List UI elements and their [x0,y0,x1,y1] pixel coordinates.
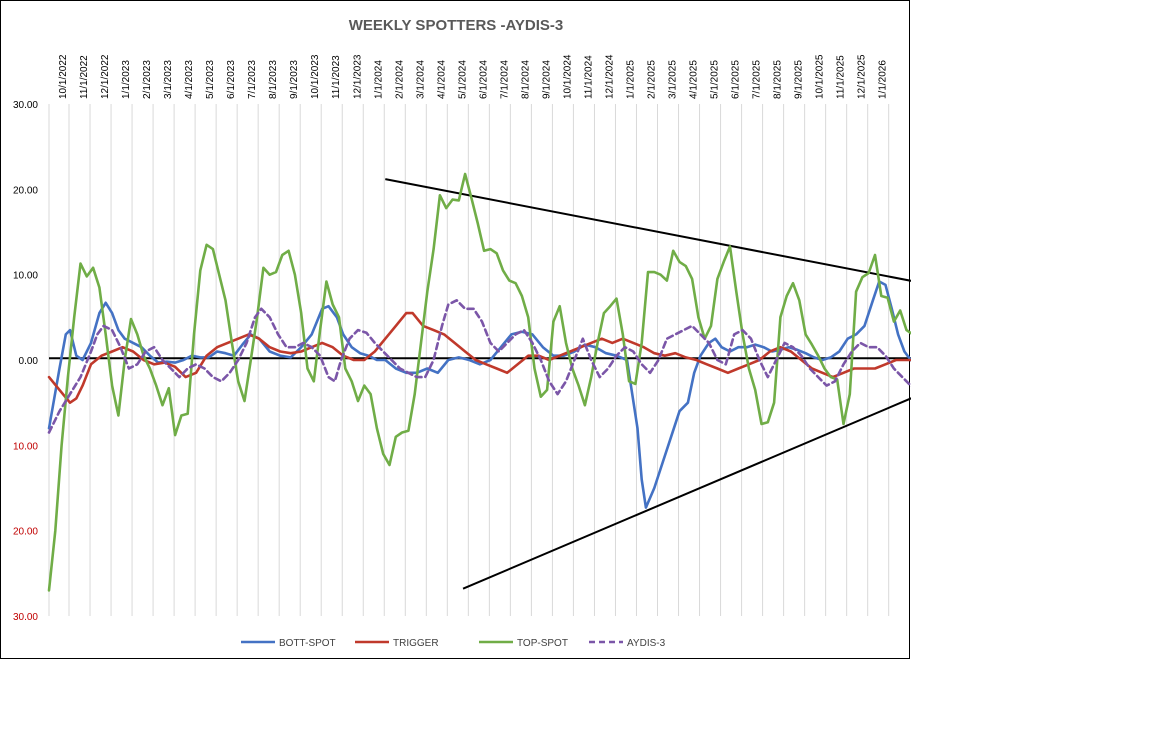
x-tick-label: 4/1/2024 [436,60,447,99]
x-tick-label: 1/1/2024 [373,60,384,99]
y-tick-label: 20.00 [13,185,38,196]
x-tick-label: 9/1/2024 [541,60,552,99]
x-tick-label: 1/1/2025 [625,60,636,99]
x-tick-label: 1/1/2023 [121,60,132,99]
x-tick-label: 11/1/2023 [331,55,342,99]
series-lines [47,172,911,592]
x-tick-label: 6/1/2024 [478,60,489,99]
x-tick-label: 6/1/2025 [731,60,742,99]
x-tick-label: 11/1/2025 [836,55,847,99]
x-tick-label: 2/1/2025 [647,60,658,99]
annotations [49,178,911,590]
x-tick-label: 8/1/2024 [520,60,531,99]
trendline [385,178,911,282]
legend: BOTT-SPOT TRIGGER TOP-SPOT AYDIS-3 [241,638,666,649]
x-tick-label: 3/1/2025 [668,60,679,99]
x-axis-ticks: 10/1/2022 11/1/2022 12/1/2022 1/1/2023 2/1/2… [58,54,889,99]
x-tick-label: 3/1/2024 [415,60,426,99]
x-tick-label: 11/1/2024 [583,55,594,99]
x-tick-label: 4/1/2025 [689,60,700,99]
y-tick-label: 30.00 [13,612,38,623]
x-tick-label: 10/1/2023 [310,54,321,99]
x-tick-label: 9/1/2025 [794,60,805,99]
x-tick-label: 7/1/2023 [247,60,258,99]
x-tick-label: 5/1/2025 [710,60,721,99]
x-tick-label: 12/1/2024 [604,54,615,99]
legend-label: TOP-SPOT [517,638,568,649]
x-tick-label: 6/1/2023 [226,60,237,99]
y-tick-label: 10.00 [13,441,38,452]
chart-svg: WEEKLY SPOTTERS -AYDIS-3 30.00 20.00 10.00… [13,17,911,649]
x-tick-label: 11/1/2022 [79,55,90,99]
x-tick-label: 12/1/2023 [352,54,363,99]
series-line-top-spot [47,172,911,592]
x-tick-label: 3/1/2023 [163,60,174,99]
x-tick-label: 2/1/2023 [142,60,153,99]
chart-frame: WEEKLY SPOTTERS -AYDIS-3 30.00 20.00 10.00… [0,0,911,659]
x-tick-label: 10/1/2024 [562,54,573,99]
legend-label: TRIGGER [393,638,439,649]
x-tick-label: 10/1/2025 [815,54,826,99]
x-tick-label: 7/1/2024 [499,60,510,99]
legend-label: BOTT-SPOT [279,638,336,649]
x-tick-label: 1/1/2026 [878,60,889,99]
y-tick-label: 10.00 [13,271,38,282]
x-tick-label: 5/1/2024 [457,60,468,99]
y-axis-ticks: 30.00 20.00 10.00 0.00 10.00 20.00 30.00 [13,100,38,623]
x-tick-label: 8/1/2025 [773,60,784,99]
x-tick-label: 9/1/2023 [289,60,300,99]
x-tick-label: 8/1/2023 [268,60,279,99]
x-tick-label: 4/1/2023 [184,60,195,99]
x-tick-label: 12/1/2022 [100,54,111,99]
legend-label: AYDIS-3 [627,638,666,649]
x-tick-label: 10/1/2022 [58,54,69,99]
series-line-aydis-3 [47,299,911,434]
y-tick-label: 20.00 [13,527,38,538]
y-tick-label: 0.00 [19,356,39,367]
x-tick-label: 12/1/2025 [857,54,868,99]
trendline [462,397,911,590]
chart-title: WEEKLY SPOTTERS -AYDIS-3 [349,17,564,34]
y-tick-label: 30.00 [13,100,38,111]
x-tick-label: 5/1/2023 [205,60,216,99]
x-tick-label: 7/1/2025 [752,60,763,99]
x-tick-label: 2/1/2024 [394,60,405,99]
